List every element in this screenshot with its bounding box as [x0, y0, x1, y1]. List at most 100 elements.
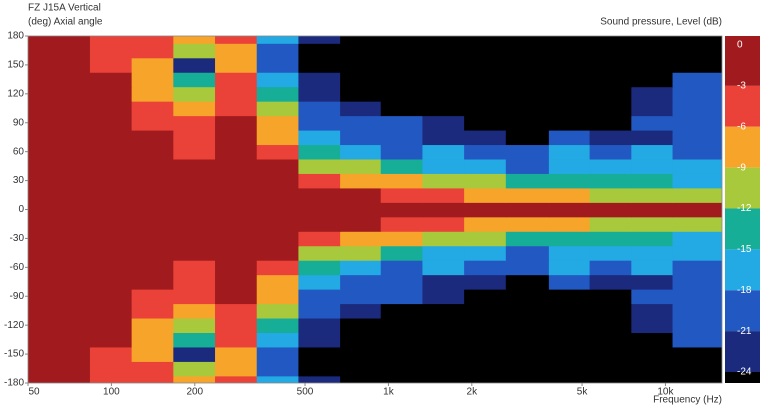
contour-cell	[672, 375, 722, 383]
contour-cell	[89, 346, 133, 362]
y-tick-label: -60	[10, 262, 25, 273]
contour-cell	[672, 346, 722, 362]
contour-cell	[380, 216, 424, 232]
x-axis-label: Frequency (Hz)	[653, 395, 722, 406]
contour-cell	[631, 245, 674, 261]
contour-cell	[215, 361, 258, 377]
contour-cell	[548, 274, 591, 290]
contour-cell	[131, 245, 174, 261]
contour-cell	[505, 216, 550, 232]
contour-cell	[422, 72, 465, 88]
contour-cell	[422, 43, 465, 59]
contour-cell	[548, 115, 591, 131]
contour-cell	[380, 129, 424, 146]
contour-cell	[173, 375, 216, 383]
colorbar-band	[725, 167, 760, 209]
contour-cell	[631, 231, 674, 247]
contour-cell	[548, 346, 591, 362]
contour-cell	[631, 36, 674, 44]
contour-cell	[173, 115, 216, 131]
contour-cell	[380, 375, 424, 383]
contour-cell	[131, 332, 174, 348]
contour-cell	[589, 202, 632, 218]
contour-cell	[589, 289, 632, 305]
contour-cell	[298, 303, 341, 319]
contour-cell	[131, 317, 174, 333]
contour-cell	[89, 361, 133, 377]
contour-cell	[48, 173, 91, 189]
contour-cell	[548, 289, 591, 305]
contour-cell	[131, 57, 174, 73]
contour-cell	[464, 332, 507, 348]
contour-cell	[380, 101, 424, 117]
contour-cell	[215, 274, 258, 290]
contour-cell	[340, 260, 382, 276]
contour-cell	[256, 202, 300, 218]
contour-cell	[672, 361, 722, 377]
contour-cell	[89, 115, 133, 131]
contour-cell	[422, 158, 465, 174]
contour-cell	[256, 158, 300, 174]
contour-cell	[631, 115, 674, 131]
contour-cell	[672, 43, 722, 59]
contour-cell	[548, 36, 591, 44]
contour-cell	[505, 57, 550, 73]
contour-cell	[215, 289, 258, 305]
contour-cell	[215, 216, 258, 232]
contour-cell	[631, 144, 674, 160]
contour-cell	[28, 57, 49, 73]
contour-cell	[340, 72, 382, 88]
contour-cell	[28, 332, 49, 348]
contour-cell	[256, 173, 300, 189]
contour-cell	[173, 43, 216, 59]
contour-cell	[340, 274, 382, 290]
contour-cell	[256, 332, 300, 348]
contour-cell	[340, 317, 382, 333]
contour-cell	[380, 187, 424, 203]
contour-cell	[505, 260, 550, 276]
y-tick-label: 30	[13, 175, 25, 186]
contour-cell	[131, 86, 174, 102]
contour-cell	[256, 346, 300, 362]
contour-cell	[464, 303, 507, 319]
contour-cell	[48, 202, 91, 218]
contour-cell	[340, 187, 382, 203]
contour-cell	[589, 260, 632, 276]
contour-cell	[298, 346, 341, 362]
contour-cell	[672, 231, 722, 247]
contour-cell	[672, 72, 722, 88]
contour-cell	[298, 332, 341, 348]
y-tick-label: -180	[4, 378, 24, 389]
contour-cell	[28, 361, 49, 377]
contour-cell	[548, 202, 591, 218]
y-tick-label: 120	[7, 88, 24, 99]
contour-cell	[548, 332, 591, 348]
contour-cell	[422, 303, 465, 319]
contour-cell	[48, 216, 91, 232]
contour-cell	[380, 332, 424, 348]
contour-cell	[505, 332, 550, 348]
contour-cell	[340, 231, 382, 247]
contour-cell	[256, 317, 300, 333]
x-tick-label: 1k	[383, 387, 395, 398]
contour-cell	[505, 375, 550, 383]
contour-cell	[131, 187, 174, 203]
contour-cell	[672, 57, 722, 73]
contour-cell	[548, 101, 591, 117]
contour-cell	[672, 86, 722, 102]
contour-cell	[215, 36, 258, 44]
contour-cell	[464, 158, 507, 174]
contour-cell	[589, 361, 632, 377]
contour-cell	[89, 187, 133, 203]
contour-cell	[48, 260, 91, 276]
contour-cell	[28, 245, 49, 261]
contour-cell	[380, 274, 424, 290]
contour-cell	[131, 101, 174, 117]
contour-cell	[631, 346, 674, 362]
contour-cell	[215, 317, 258, 333]
contour-cell	[505, 129, 550, 146]
contour-cell	[48, 115, 91, 131]
contour-cell	[48, 375, 91, 383]
x-tick-label: 2k	[467, 387, 479, 398]
contour-cell	[28, 375, 49, 383]
